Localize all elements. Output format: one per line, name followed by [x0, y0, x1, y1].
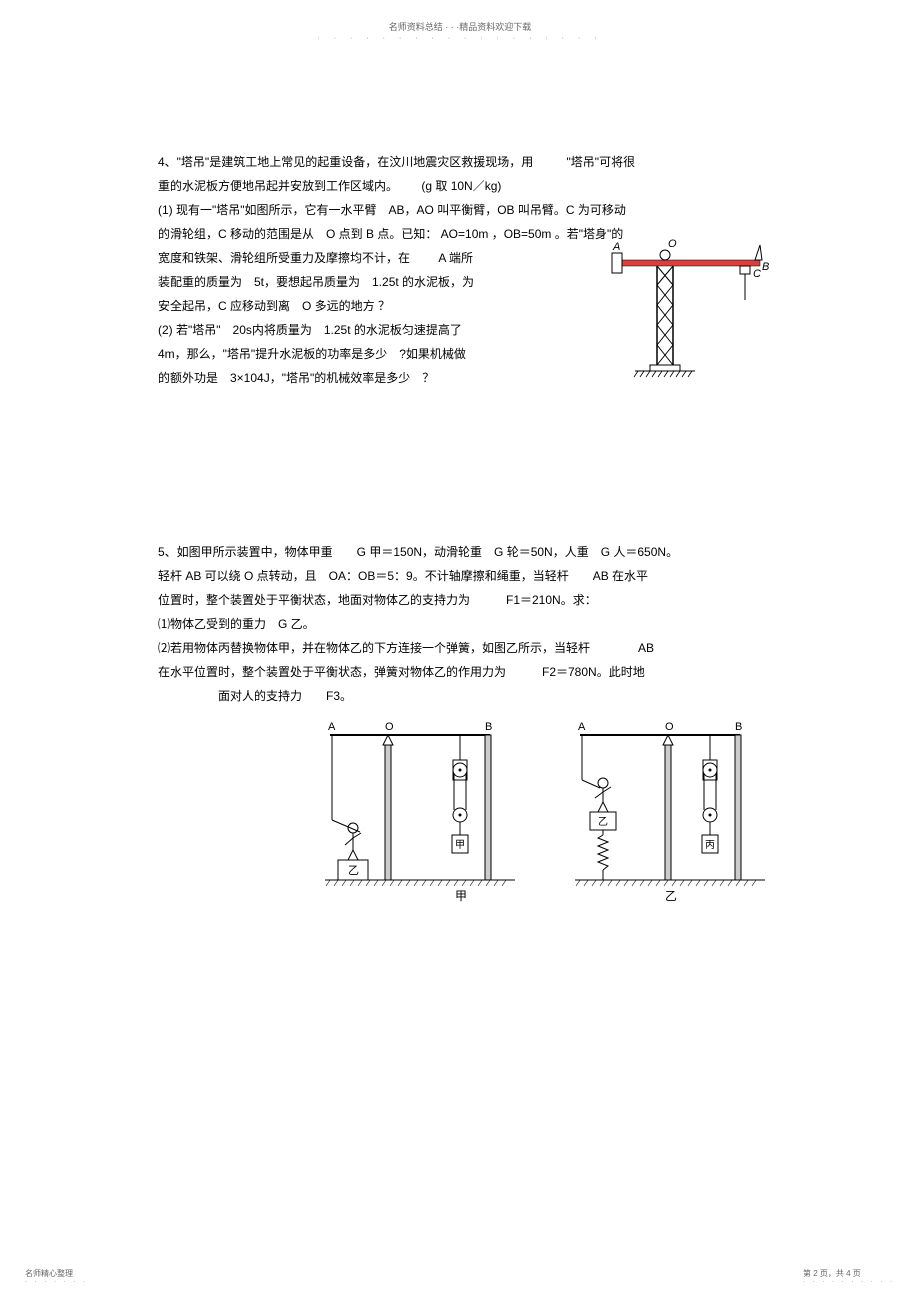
p4-line10: 的额外功是 3×104J，"塔吊"的机械效率是多少 ？ [158, 366, 588, 390]
label-c: C [753, 268, 761, 280]
p4-line3: (1) 现有一"塔吊"如图所示，它有一水平臂 AB，AO 叫平衡臂，OB 叫吊臂… [158, 198, 778, 222]
left-jia-label: 甲 [455, 840, 465, 851]
label-b: B [762, 261, 769, 273]
right-caption-yi: 乙 [665, 889, 677, 903]
p4-line5: 宽度和铁架、滑轮组所受重力及摩擦均不计，在 A 端所 [158, 246, 588, 270]
p5-line1: 5、如图甲所示装置中，物体甲重 G 甲＝150N，动滑轮重 G 轮＝50N，人重… [158, 540, 778, 564]
header-dots: · · · · · · · · · · · · · · · · · · [0, 35, 920, 42]
footer-right-text: 第 2 页，共 4 页 [803, 1268, 895, 1279]
crane-arm [615, 260, 760, 266]
p4-line5b: A 端所 [438, 251, 473, 265]
crane-end-b [755, 245, 762, 260]
p4-line8: (2) 若"塔吊" 20s内将质量为 1.25t 的水泥板匀速提高了 [158, 318, 588, 342]
left-yi-label: 乙 [348, 864, 359, 877]
right-b: B [735, 721, 742, 733]
crane-counterweight [612, 253, 622, 273]
p5-line4: ⑴物体乙受到的重力 G 乙。 [158, 612, 778, 636]
crane-pivot [660, 250, 670, 260]
footer-left: 名师精心整理 · · · · · · · [25, 1268, 88, 1285]
p5-line3: 位置时，整个装置处于平衡状态，地面对物体乙的支持力为 F1＝210N。求： [158, 588, 778, 612]
diagram-jia: 乙 甲 A [325, 721, 515, 903]
p4-line6: 装配重的质量为 5t，要想起吊质量为 1.25t 的水泥板，为 [158, 270, 588, 294]
p4-line1b: "塔吊"可将很 [567, 155, 636, 169]
problem5-content: 5、如图甲所示装置中，物体甲重 G 甲＝150N，动滑轮重 G 轮＝50N，人重… [158, 540, 778, 708]
p4-line9: 4m，那么，"塔吊"提升水泥板的功率是多少 ?如果机械做 [158, 342, 588, 366]
ground-hatch [634, 371, 692, 377]
page-header: 名师资料总结 · · ·精品资料欢迎下载 · · · · · · · · · ·… [0, 20, 920, 42]
right-yi-box: 乙 [598, 816, 608, 828]
p4-line2b: (g 取 10N／kg) [421, 179, 501, 193]
left-a: A [328, 721, 336, 733]
right-a: A [578, 721, 586, 733]
p4-line7: 安全起吊，C 应移动到离 O 多远的地方 ？ [158, 294, 588, 318]
right-o: O [665, 721, 674, 733]
label-a: A [612, 241, 620, 253]
p4-line5a: 宽度和铁架、滑轮组所受重力及摩擦均不计，在 [158, 251, 410, 265]
diagrams-container: 乙 甲 A [320, 720, 770, 920]
crane-diagram: A O B C [610, 235, 770, 395]
p4-line2a: 重的水泥板方便地吊起并安放到工作区域内。 [158, 179, 398, 193]
footer-right-dots: · · · · · · · · · · [803, 1279, 895, 1285]
footer-left-dots: · · · · · · · [25, 1279, 88, 1285]
left-caption-jia: 甲 [455, 889, 467, 903]
p4-line1a: 4、"塔吊"是建筑工地上常见的起重设备，在汶川地震灾区救援现场，用 [158, 155, 533, 169]
label-o: O [668, 238, 677, 250]
right-bing: 丙 [705, 840, 715, 851]
crane-carriage [740, 266, 750, 274]
p4-line2: 重的水泥板方便地吊起并安放到工作区域内。 (g 取 10N／kg) [158, 174, 778, 198]
diagram-yi: 乙 丙 A O B 乙 [575, 721, 765, 903]
p5-line7: 面对人的支持力 F3。 [158, 684, 778, 708]
p5-line5: ⑵若用物体丙替换物体甲，并在物体乙的下方连接一个弹簧，如图乙所示，当轻杆 AB [158, 636, 778, 660]
p4-line1: 4、"塔吊"是建筑工地上常见的起重设备，在汶川地震灾区救援现场，用 "塔吊"可将… [158, 150, 778, 174]
footer-right: 第 2 页，共 4 页 · · · · · · · · · · [803, 1268, 895, 1285]
p5-line7-text: 面对人的支持力 F3。 [218, 689, 352, 703]
p5-line6: 在水平位置时，整个装置处于平衡状态，弹簧对物体乙的作用力为 F2＝780N。此时… [158, 660, 778, 684]
footer-left-text: 名师精心整理 [25, 1268, 88, 1279]
left-o: O [385, 721, 394, 733]
crane-base [650, 365, 680, 371]
p5-line2: 轻杆 AB 可以绕 O 点转动，且 OA：OB＝5：9。不计轴摩擦和绳重，当轻杆… [158, 564, 778, 588]
header-text: 名师资料总结 · · ·精品资料欢迎下载 [0, 20, 920, 33]
left-b: B [485, 721, 492, 733]
